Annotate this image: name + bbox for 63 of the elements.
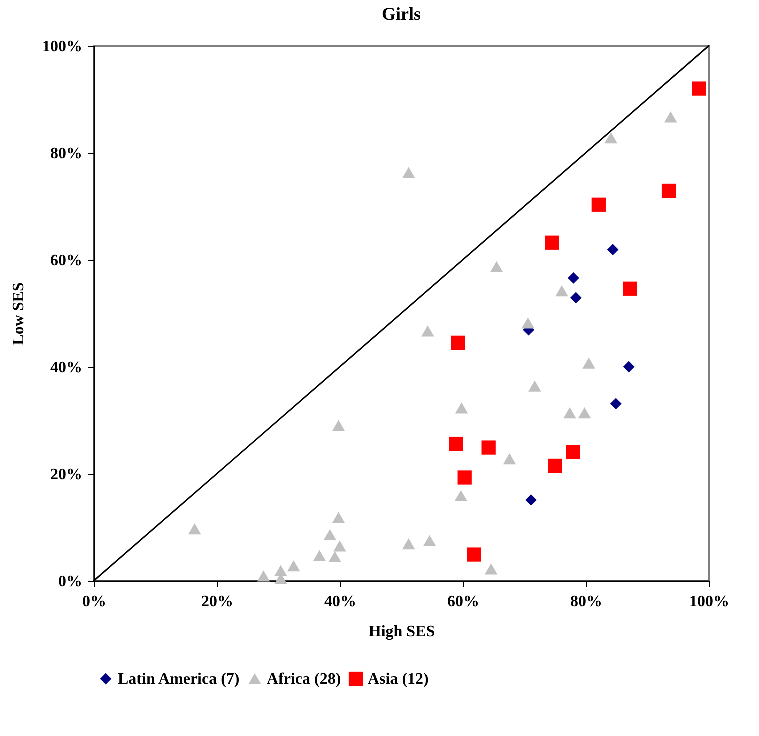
point [556, 285, 568, 297]
point [423, 535, 436, 546]
point [662, 184, 676, 198]
point [313, 550, 326, 562]
point [545, 236, 560, 250]
y-tick-label: 60% [50, 252, 82, 270]
chart-title: Girls [382, 4, 421, 24]
point [454, 490, 468, 502]
y-axis-title: Low SES [10, 282, 28, 346]
y-tick-label: 100% [42, 38, 82, 56]
point [578, 407, 592, 419]
point [522, 318, 535, 329]
point [274, 565, 288, 576]
y-tick-label: 20% [50, 466, 82, 484]
y-tick-label: 80% [50, 146, 82, 162]
point [564, 407, 576, 419]
point [332, 512, 346, 524]
point [482, 440, 496, 455]
point [664, 112, 678, 123]
point [607, 244, 619, 256]
point [467, 548, 482, 562]
point [287, 560, 300, 572]
point [610, 398, 622, 410]
x-axis-title: High SES [368, 624, 436, 640]
point [328, 551, 342, 562]
point [188, 524, 202, 535]
point [449, 436, 464, 452]
point [623, 361, 635, 373]
point [402, 167, 416, 178]
point [458, 470, 472, 485]
point [582, 358, 596, 369]
x-tick-label: 20% [202, 594, 234, 610]
point [570, 292, 582, 304]
point [604, 132, 618, 144]
point [692, 82, 706, 96]
point [623, 282, 638, 296]
point [324, 529, 337, 541]
point [257, 570, 270, 582]
point [592, 198, 606, 212]
point [332, 420, 346, 432]
point [548, 458, 562, 474]
x-tick-label: 80% [570, 594, 602, 610]
point [568, 272, 580, 284]
x-tick-label: 60% [448, 594, 480, 610]
point [334, 540, 346, 552]
y-tick-label: 0% [58, 574, 82, 590]
point [484, 564, 498, 575]
legend-label: Africa (28) [267, 671, 342, 688]
point [503, 453, 516, 465]
x-tick-label: 100% [690, 594, 730, 610]
point [422, 326, 434, 337]
legend-label: Asia (12) [368, 671, 429, 688]
point [402, 538, 416, 550]
point [566, 444, 580, 460]
x-tick-label: 0% [82, 594, 106, 610]
x-tick-label: 40% [324, 594, 356, 610]
point [490, 261, 504, 273]
point [528, 380, 542, 392]
legend-label: Latin America (7) [118, 671, 240, 688]
y-tick-label: 40% [50, 360, 82, 376]
point [455, 402, 468, 414]
point [451, 336, 466, 350]
point [526, 494, 537, 506]
